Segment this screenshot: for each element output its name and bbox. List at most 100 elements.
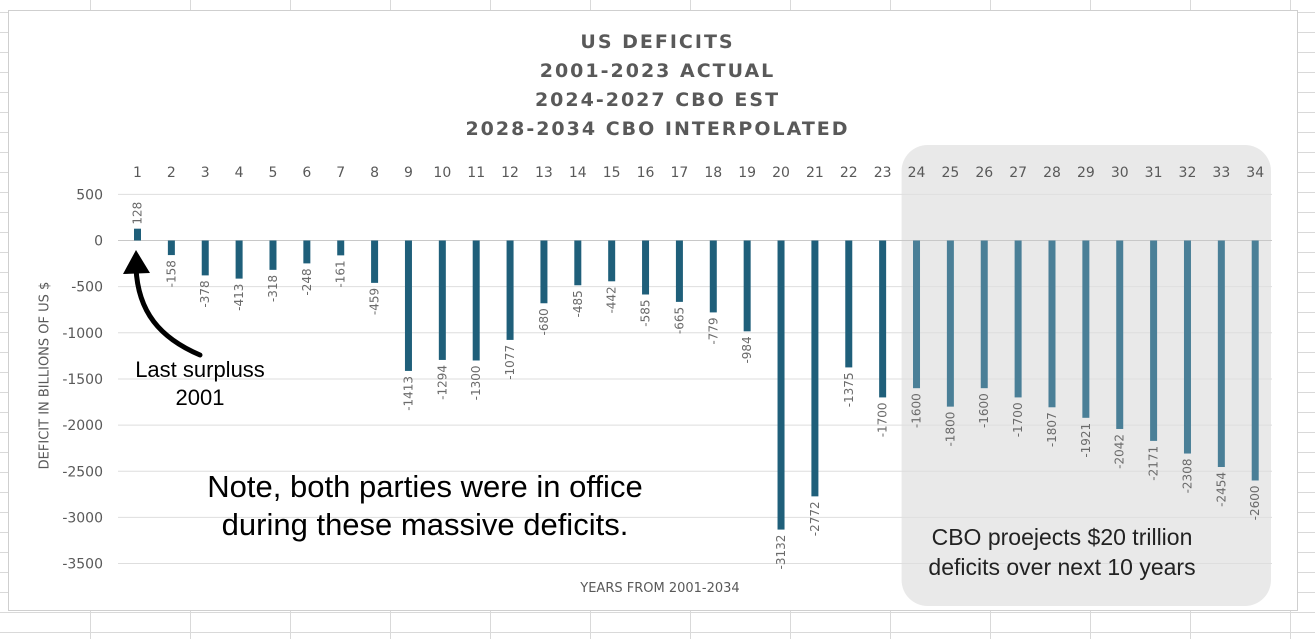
x-category-label: 7	[336, 165, 345, 181]
bar-9[interactable]	[404, 240, 412, 371]
bar-23[interactable]	[879, 240, 887, 398]
data-label: -158	[164, 260, 178, 287]
bar-34[interactable]	[1251, 240, 1259, 481]
x-category-label: 17	[671, 165, 689, 181]
data-label: -2454	[1214, 472, 1228, 507]
y-tick-label: -500	[71, 280, 103, 296]
x-category-label: 34	[1246, 165, 1264, 181]
data-label: -1375	[842, 372, 856, 407]
y-tick-label: -1000	[62, 326, 103, 342]
data-label: -2171	[1147, 446, 1161, 481]
data-label: -2308	[1180, 459, 1194, 494]
bar-17[interactable]	[675, 240, 683, 302]
bar-26[interactable]	[980, 240, 988, 389]
bar-32[interactable]	[1183, 240, 1191, 454]
x-category-label: 8	[370, 165, 379, 181]
x-category-label: 11	[467, 165, 485, 181]
data-label: -1300	[469, 365, 483, 400]
x-category-label: 4	[235, 165, 244, 181]
data-label: -2600	[1248, 485, 1262, 520]
x-category-label: 29	[1077, 165, 1095, 181]
arrow-shaft	[133, 265, 203, 358]
bar-27[interactable]	[1014, 240, 1022, 398]
y-tick-label: -1500	[62, 372, 103, 388]
y-tick-label: 500	[76, 187, 103, 203]
bar-19[interactable]	[743, 240, 751, 332]
bar-15[interactable]	[608, 240, 616, 282]
note-annotation: Note, both parties were in office during…	[207, 469, 643, 542]
data-label: -1294	[435, 365, 449, 400]
data-label: -485	[571, 290, 585, 317]
x-category-label: 33	[1212, 165, 1230, 181]
data-label: -1807	[1045, 412, 1059, 447]
data-label: 128	[131, 202, 145, 225]
x-category-label: 20	[772, 165, 790, 181]
x-category-label: 14	[569, 165, 587, 181]
x-category-label: 13	[535, 165, 553, 181]
data-label: -248	[300, 268, 314, 295]
bar-21[interactable]	[811, 240, 819, 497]
bar-7[interactable]	[337, 240, 345, 256]
y-tick-label: -3500	[62, 557, 103, 573]
data-label: -378	[198, 280, 212, 307]
cbo-projection-annotation: CBO proejects $20 trillion deficits over…	[928, 524, 1196, 580]
bar-2[interactable]	[167, 240, 175, 256]
x-category-label: 21	[806, 165, 824, 181]
bar-31[interactable]	[1150, 240, 1158, 441]
bar-13[interactable]	[540, 240, 548, 304]
y-tick-label: -2500	[62, 464, 103, 480]
x-category-label: 10	[433, 165, 451, 181]
bar-33[interactable]	[1217, 240, 1225, 468]
x-category-label: 15	[603, 165, 621, 181]
bar-30[interactable]	[1116, 240, 1124, 429]
data-label: -665	[672, 307, 686, 334]
x-category-label: 23	[874, 165, 892, 181]
x-category-label: 26	[975, 165, 993, 181]
x-category-label: 2	[167, 165, 176, 181]
bar-4[interactable]	[235, 240, 243, 279]
bar-18[interactable]	[709, 240, 717, 313]
bar-8[interactable]	[371, 240, 379, 283]
bar-1[interactable]	[134, 228, 141, 241]
bar-11[interactable]	[472, 240, 480, 361]
x-category-label: 24	[908, 165, 926, 181]
data-label: -2772	[808, 501, 822, 536]
data-label: -1600	[977, 393, 991, 428]
data-label: -1800	[943, 412, 957, 447]
bar-28[interactable]	[1048, 240, 1056, 408]
bar-25[interactable]	[946, 240, 954, 407]
bar-29[interactable]	[1082, 240, 1090, 418]
data-label: -1700	[1011, 402, 1025, 437]
bar-22[interactable]	[845, 240, 853, 368]
data-label: -2042	[1113, 434, 1127, 469]
data-label: -1077	[503, 345, 517, 380]
bar-10[interactable]	[438, 240, 446, 360]
data-label: -1600	[910, 393, 924, 428]
y-tick-label: -2000	[62, 418, 103, 434]
x-category-label: 32	[1179, 165, 1197, 181]
bar-16[interactable]	[642, 240, 650, 295]
data-label: -1413	[401, 376, 415, 411]
data-label: -680	[537, 308, 551, 335]
bar-12[interactable]	[506, 240, 514, 340]
data-label: -3132	[774, 535, 788, 570]
chart-title-line-2: 2001-2023 ACTUAL	[539, 60, 776, 82]
bar-6[interactable]	[303, 240, 311, 264]
chart-title-line-4: 2028-2034 CBO INTERPOLATED	[465, 118, 850, 140]
bar-5[interactable]	[269, 240, 277, 270]
bar-24[interactable]	[913, 240, 921, 389]
x-category-label: 5	[269, 165, 278, 181]
bar-14[interactable]	[574, 240, 582, 286]
arrow-head-icon	[123, 250, 150, 274]
data-label: -161	[334, 260, 348, 287]
x-category-label: 18	[704, 165, 722, 181]
x-category-label: 6	[302, 165, 311, 181]
data-label: -984	[740, 336, 754, 363]
bar-20[interactable]	[777, 240, 785, 530]
data-label: -318	[266, 275, 280, 302]
data-label: -585	[639, 299, 653, 326]
bar-3[interactable]	[201, 240, 209, 276]
chart-title-line-3: 2024-2027 CBO EST	[534, 89, 781, 111]
data-label: -459	[368, 288, 382, 315]
